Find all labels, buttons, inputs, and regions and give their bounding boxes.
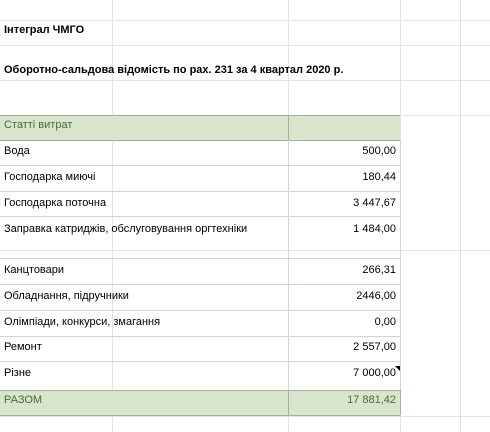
table-header: [0, 115, 400, 140]
org-title: Інтеграл ЧМГО: [4, 24, 85, 36]
cell-comment-indicator[interactable]: [395, 366, 400, 371]
row-value: 3 447,67: [353, 197, 396, 209]
column-gridline: [460, 0, 461, 432]
row-border: [0, 165, 400, 166]
row-border: [0, 336, 400, 337]
column-divider: [288, 140, 289, 390]
row-value: 0,00: [374, 316, 396, 328]
total-row-divider: [288, 390, 289, 415]
row-label: Обладнання, підручники: [4, 290, 129, 302]
row-label: Різне: [4, 367, 32, 379]
row-border: [0, 191, 400, 192]
row-border: [0, 258, 400, 259]
row-label: Олімпіади, конкурси, змагання: [4, 316, 161, 328]
row-gridline: [0, 250, 490, 251]
row-gridline: [0, 20, 490, 21]
row-label: Вода: [4, 145, 30, 157]
row-value: 1 484,00: [353, 223, 396, 235]
total-row: [0, 390, 400, 415]
table-header-label: Статті витрат: [4, 119, 73, 131]
row-value: 2446,00: [356, 290, 396, 302]
row-border: [0, 284, 400, 285]
row-value: 2 557,00: [353, 341, 396, 353]
total-row-divider: [400, 390, 401, 415]
row-label: Канцтовари: [4, 264, 65, 276]
report-title: Оборотно-сальдова відомість по рах. 231 …: [4, 64, 344, 76]
row-label: Господарка миючі: [4, 171, 96, 183]
row-label: Господарка поточна: [4, 197, 107, 209]
column-divider: [400, 140, 401, 390]
total-value: 17 881,42: [347, 394, 396, 406]
row-label: Ремонт: [4, 341, 42, 353]
total-row-border: [0, 415, 400, 416]
row-gridline: [0, 45, 490, 46]
row-border: [0, 216, 400, 217]
row-gridline: [0, 80, 490, 81]
table-header-border: [0, 140, 400, 141]
table-header-divider: [288, 115, 289, 140]
row-gridline: [0, 416, 490, 417]
row-value: 7 000,00: [353, 367, 396, 379]
row-value: 180,44: [362, 171, 396, 183]
row-value: 500,00: [362, 145, 396, 157]
row-border: [0, 310, 400, 311]
total-row-border: [0, 390, 400, 391]
row-border: [0, 361, 400, 362]
total-label: РАЗОМ: [4, 394, 43, 406]
row-value: 266,31: [362, 264, 396, 276]
table-header-border: [0, 115, 400, 116]
row-label: Заправка катриджів, обслуговування оргте…: [4, 223, 248, 235]
